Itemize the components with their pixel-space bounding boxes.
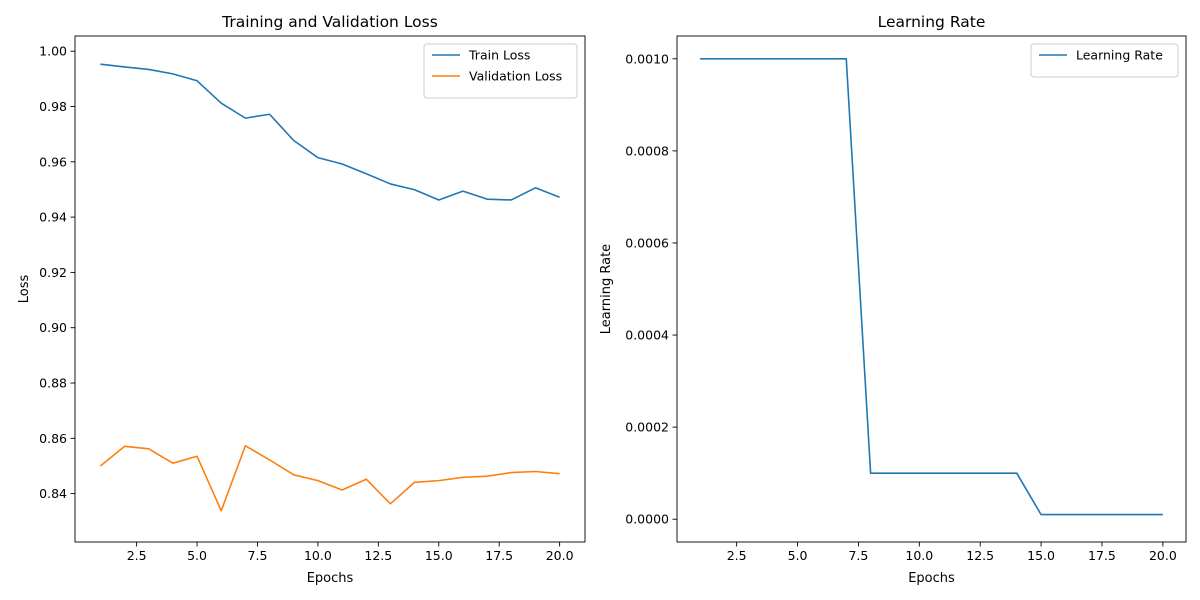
y-axis-label: Loss xyxy=(17,275,32,304)
x-axis-label: Epochs xyxy=(908,571,955,586)
series-line-0 xyxy=(700,57,1163,516)
x-tick-label: 2.5 xyxy=(127,548,147,563)
chart-title: Learning Rate xyxy=(878,13,986,31)
legend-label-1: Validation Loss xyxy=(469,69,562,84)
y-tick-label: 0.0004 xyxy=(625,328,669,343)
x-tick-label: 20.0 xyxy=(1149,548,1177,563)
y-tick-label: 1.00 xyxy=(39,44,67,59)
y-axis-label: Learning Rate xyxy=(599,244,614,334)
x-tick-label: 17.5 xyxy=(1088,548,1116,563)
x-tick-label: 5.0 xyxy=(187,548,207,563)
x-tick-label: 7.5 xyxy=(848,548,868,563)
x-tick-label: 2.5 xyxy=(727,548,747,563)
legend-box xyxy=(423,43,578,99)
y-tick-label: 0.84 xyxy=(39,486,67,501)
y-tick-label: 0.0010 xyxy=(625,51,669,66)
y-tick-label: 0.98 xyxy=(39,99,67,114)
x-tick-label: 5.0 xyxy=(788,548,808,563)
y-tick-label: 0.0008 xyxy=(625,143,669,158)
x-tick-label: 12.5 xyxy=(364,548,392,563)
plot-frame xyxy=(676,35,1187,543)
y-tick-label: 0.94 xyxy=(39,210,67,225)
y-tick-label: 0.88 xyxy=(39,376,67,391)
learning-rate-chart: 2.5 5.0 7.5 10.0 12.5 15.0 17.5 20.0 0.0000 0.000… xyxy=(599,13,1187,586)
legend-box xyxy=(1030,43,1179,78)
loss-chart: 2.5 5.0 7.5 10.0 12.5 15.0 17.5 20.0 0.84 0.86 0.8… xyxy=(17,13,586,586)
x-tick-label: 10.0 xyxy=(304,548,332,563)
chart-title: Training and Validation Loss xyxy=(221,13,438,31)
x-tick-label: 10.0 xyxy=(905,548,933,563)
x-tick-label: 15.0 xyxy=(1027,548,1055,563)
series-line-0 xyxy=(100,63,560,201)
legend-label-0: Learning Rate xyxy=(1076,48,1163,63)
x-tick-label: 7.5 xyxy=(248,548,268,563)
x-tick-label: 15.0 xyxy=(425,548,453,563)
y-tick-label: 0.0006 xyxy=(625,235,669,250)
y-tick-label: 0.0002 xyxy=(625,420,669,435)
x-tick-label: 17.5 xyxy=(485,548,513,563)
y-tick-label: 0.92 xyxy=(39,265,67,280)
x-tick-label: 20.0 xyxy=(546,548,574,563)
y-tick-label: 0.0000 xyxy=(625,512,669,527)
x-axis-label: Epochs xyxy=(307,571,354,586)
legend-label-0: Train Loss xyxy=(468,48,530,63)
y-tick-label: 0.96 xyxy=(39,154,67,169)
plot-frame xyxy=(74,35,586,543)
y-tick-label: 0.90 xyxy=(39,320,67,335)
x-tick-label: 12.5 xyxy=(966,548,994,563)
y-tick-label: 0.86 xyxy=(39,431,67,446)
series-line-1 xyxy=(99,444,560,512)
